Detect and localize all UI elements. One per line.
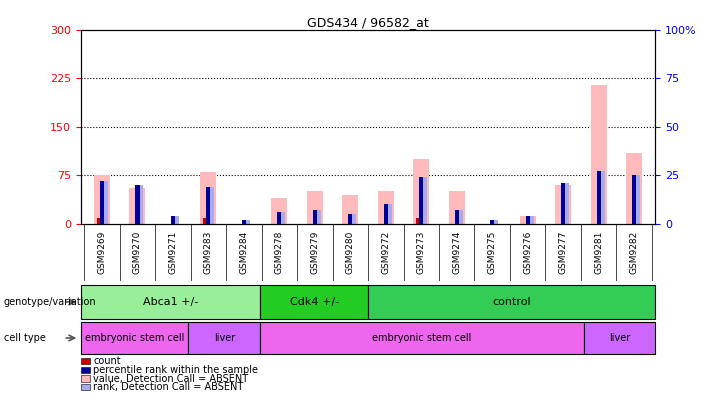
Text: embryonic stem cell: embryonic stem cell [85,333,184,343]
Bar [591,85,606,224]
Bar [137,185,144,224]
Bar [561,183,565,224]
Text: GSM9269: GSM9269 [97,231,107,274]
Bar [243,220,250,224]
Bar [100,181,104,224]
Bar [130,188,145,224]
Bar [307,191,322,224]
Bar [200,172,217,224]
Bar [555,185,571,224]
Text: Abca1 +/-: Abca1 +/- [143,297,198,307]
Bar [172,216,179,224]
Bar [583,322,655,354]
Bar [81,285,260,319]
Bar [348,214,353,224]
Bar [449,191,465,224]
Text: GSM9270: GSM9270 [133,231,142,274]
Bar [203,218,207,224]
Bar [414,159,429,224]
Bar [386,204,392,224]
Bar [456,210,463,224]
Text: GSM9279: GSM9279 [311,231,319,274]
Text: genotype/variation: genotype/variation [4,297,96,307]
Text: value, Detection Call = ABSENT: value, Detection Call = ABSENT [93,373,248,384]
Bar [279,212,285,224]
Bar [492,220,498,224]
Bar [260,285,368,319]
Bar [634,175,640,224]
Bar [315,210,321,224]
Bar [313,210,317,224]
Text: Cdk4 +/-: Cdk4 +/- [290,297,339,307]
Text: GSM9273: GSM9273 [417,231,426,274]
Text: GSM9282: GSM9282 [629,231,639,274]
Text: GSM9281: GSM9281 [594,231,603,274]
Bar [421,177,428,224]
Bar [419,177,423,224]
Bar [490,220,494,224]
Bar [271,198,287,224]
Bar [383,204,388,224]
Bar [368,285,655,319]
Bar [455,210,459,224]
Text: liver: liver [609,333,630,343]
Text: GSM9283: GSM9283 [204,231,213,274]
Bar [189,322,260,354]
Bar [208,187,215,224]
Bar [527,216,533,224]
Bar [277,212,281,224]
Text: embryonic stem cell: embryonic stem cell [372,333,472,343]
Bar [599,171,605,224]
Text: GSM9271: GSM9271 [168,231,177,274]
Text: GSM9276: GSM9276 [523,231,532,274]
Bar [342,195,358,224]
Text: cell type: cell type [4,333,46,343]
Text: rank, Detection Call = ABSENT: rank, Detection Call = ABSENT [93,382,243,392]
Bar [135,185,139,224]
Bar [94,175,110,224]
Text: percentile rank within the sample: percentile rank within the sample [93,365,258,375]
Text: control: control [492,297,531,307]
Bar [632,175,637,224]
Text: GSM9284: GSM9284 [239,231,248,274]
Bar [171,216,175,224]
Bar [519,216,536,224]
Title: GDS434 / 96582_at: GDS434 / 96582_at [307,15,429,29]
Text: GSM9277: GSM9277 [559,231,568,274]
Bar [260,322,583,354]
Bar [242,220,246,224]
Bar [626,152,642,224]
Bar [97,218,101,224]
Bar [378,191,394,224]
Bar [350,214,356,224]
Text: count: count [93,356,121,366]
Bar [102,181,108,224]
Text: GSM9280: GSM9280 [346,231,355,274]
Bar [563,183,569,224]
Text: GSM9278: GSM9278 [275,231,284,274]
Bar [81,322,189,354]
Text: GSM9274: GSM9274 [452,231,461,274]
Bar [206,187,210,224]
Bar [416,218,421,224]
Text: GSM9275: GSM9275 [488,231,497,274]
Text: liver: liver [214,333,235,343]
Text: GSM9272: GSM9272 [381,231,390,274]
Bar [526,216,530,224]
Bar [597,171,601,224]
